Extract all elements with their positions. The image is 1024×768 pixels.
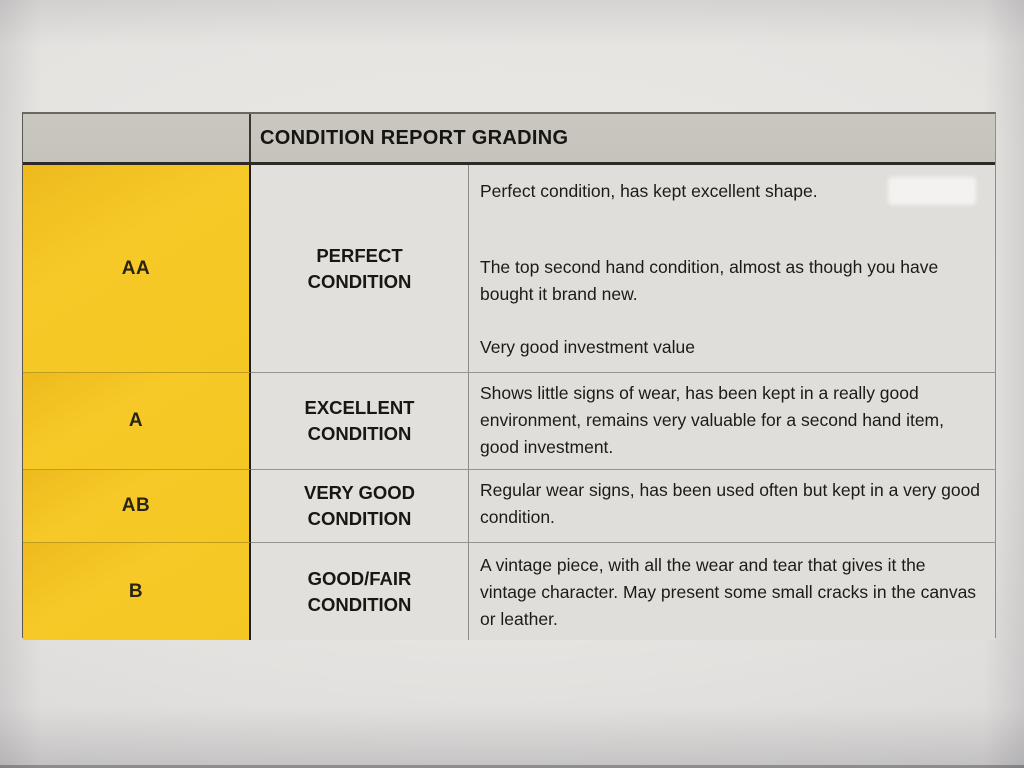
condition-cell-perfect: PERFECT CONDITION xyxy=(251,165,469,372)
grade-cell-ab: AB xyxy=(23,469,251,542)
table-row-b: B GOOD/FAIR CONDITION A vintage piece, w… xyxy=(23,542,995,640)
table-row-a: A EXCELLENT CONDITION Shows little signs… xyxy=(23,372,995,469)
description-paragraph: A vintage piece, with all the wear and t… xyxy=(480,555,977,629)
description-paragraph: Perfect condition, has kept excellent sh… xyxy=(480,181,818,201)
description-paragraph: Regular wear signs, has been used often … xyxy=(480,480,981,527)
table-title: CONDITION REPORT GRADING xyxy=(260,126,569,149)
whiteout-correction-patch xyxy=(888,177,976,205)
condition-label: PERFECT CONDITION xyxy=(307,244,412,292)
condition-grading-table: CONDITION REPORT GRADING AA PERFECT COND… xyxy=(22,112,996,640)
description-paragraph: Shows little signs of wear, has been kep… xyxy=(480,383,944,457)
table-row-aa: AA PERFECT CONDITION Perfect condition, … xyxy=(23,165,995,372)
grade-cell-aa: AA xyxy=(23,165,251,372)
table-row-ab: AB VERY GOOD CONDITION Regular wear sign… xyxy=(23,469,995,542)
description-cell-a: Shows little signs of wear, has been kep… xyxy=(469,372,995,469)
description-cell-b: A vintage piece, with all the wear and t… xyxy=(469,542,995,640)
grade-cell-a: A xyxy=(23,372,251,469)
description-cell-ab: Regular wear signs, has been used often … xyxy=(469,469,995,542)
condition-cell-excellent: EXCELLENT CONDITION xyxy=(251,372,469,469)
condition-label: EXCELLENT CONDITION xyxy=(304,397,415,444)
grade-cell-b: B xyxy=(23,542,251,640)
condition-cell-very-good: VERY GOOD CONDITION xyxy=(251,469,469,542)
table-header-band: CONDITION REPORT GRADING xyxy=(23,114,995,165)
description-paragraph: Very good investment value xyxy=(480,337,695,357)
description-paragraph: The top second hand condition, almost as… xyxy=(480,257,939,304)
condition-cell-good-fair: GOOD/FAIR CONDITION xyxy=(251,542,469,640)
condition-label: VERY GOOD CONDITION xyxy=(303,482,416,529)
header-grade-column-spacer xyxy=(23,114,251,162)
condition-label: GOOD/FAIR CONDITION xyxy=(307,567,412,615)
